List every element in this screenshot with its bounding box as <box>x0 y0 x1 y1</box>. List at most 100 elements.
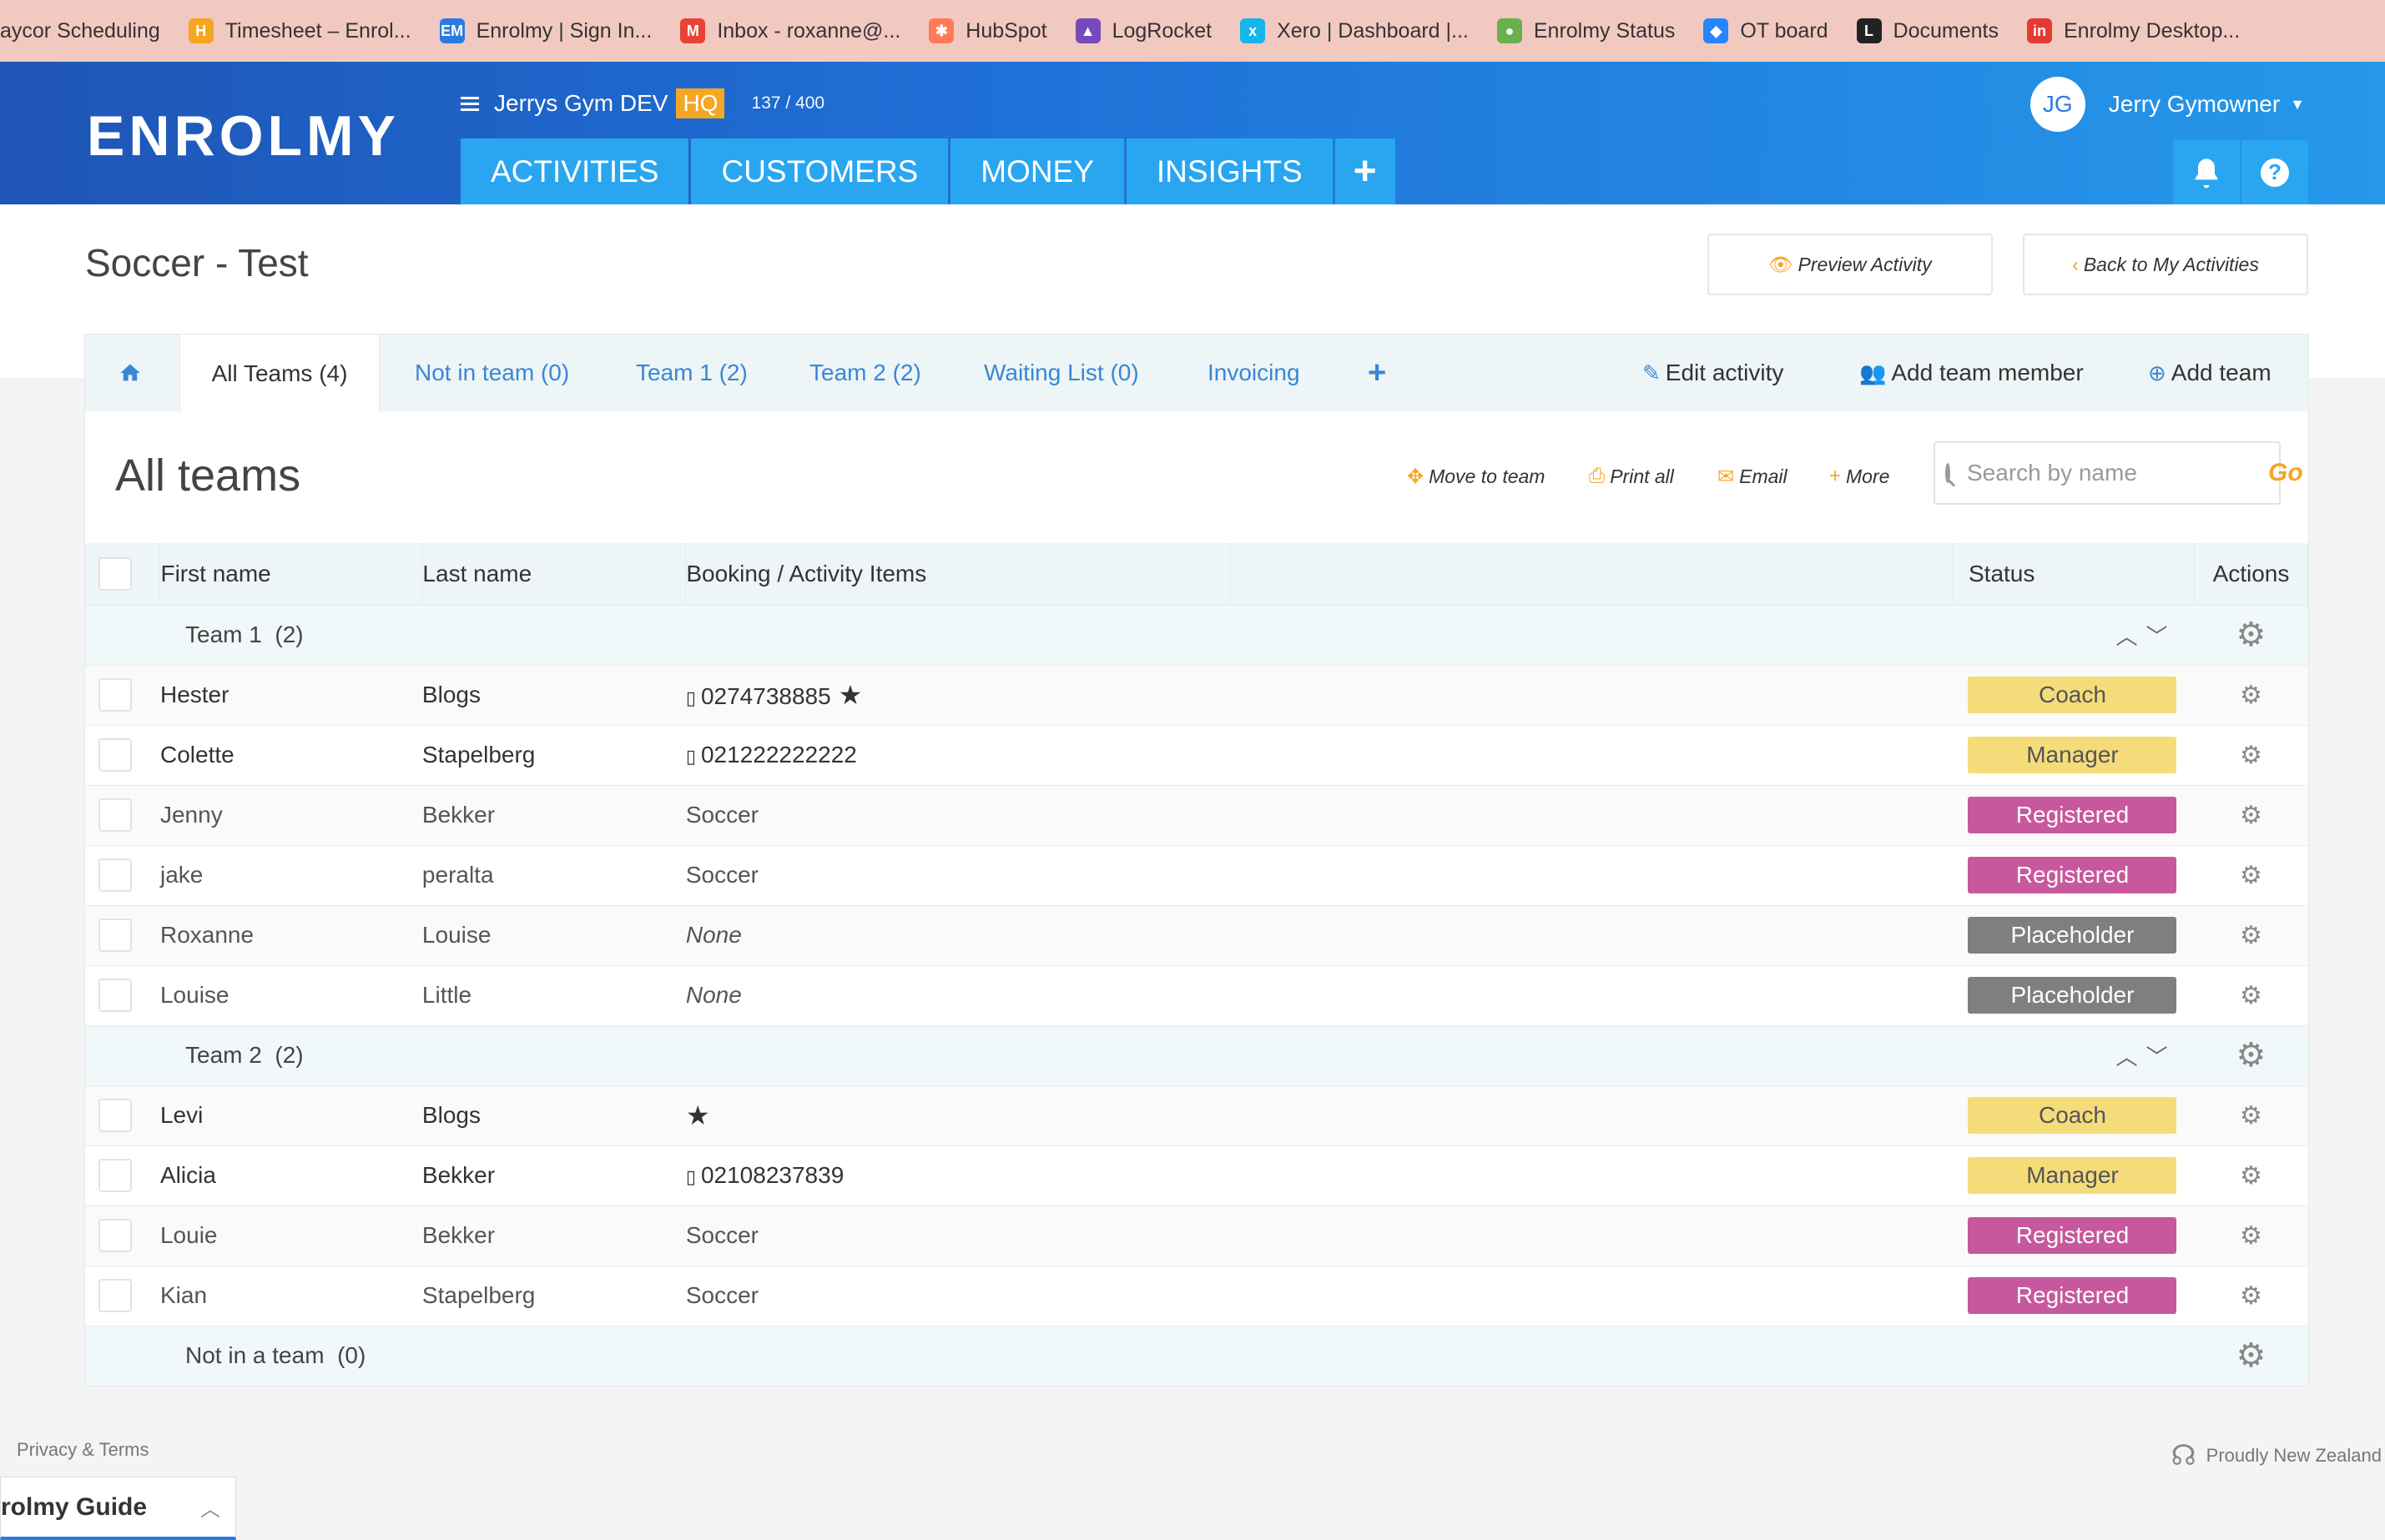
table-row[interactable]: Louise Little None Placeholder ⚙ <box>85 964 2308 1025</box>
back-to-activities-button[interactable]: ‹ Back to My Activities <box>2023 234 2308 295</box>
table-row[interactable]: Alicia Bekker ▯ 02108237839 Manager ⚙ <box>85 1145 2308 1205</box>
select-all-checkbox[interactable] <box>98 556 132 591</box>
team-count: (2) <box>275 622 304 647</box>
header-first-name[interactable]: First name <box>159 543 423 605</box>
move-to-team-button[interactable]: ✥ Move to team <box>1407 465 1545 489</box>
bookmark-item[interactable]: ● Enrolmy Status <box>1496 18 1675 43</box>
row-checkbox[interactable] <box>98 798 132 832</box>
enrolmy-guide-widget[interactable]: rolmy Guide ︿ <box>0 1477 236 1540</box>
first-name[interactable]: Roxanne <box>159 904 422 965</box>
bookmark-item[interactable]: H Timesheet – Enrol... <box>188 18 411 43</box>
user-menu[interactable]: JG Jerry Gymowner ▼ <box>2030 77 2305 132</box>
gear-icon[interactable]: ⚙ <box>2236 617 2267 653</box>
gear-icon[interactable]: ⚙ <box>2240 981 2262 1009</box>
tab-team-1[interactable]: Team 1 (2) <box>636 360 748 385</box>
gear-icon[interactable]: ⚙ <box>2240 741 2262 769</box>
bookmark-item[interactable]: M Inbox - roxanne@... <box>680 18 900 43</box>
bookmark-item[interactable]: in Enrolmy Desktop... <box>2027 18 2240 43</box>
nav-insights[interactable]: INSIGHTS <box>1126 138 1333 204</box>
chevron-down-icon[interactable]: ▼ <box>2290 95 2305 113</box>
first-name[interactable]: Colette <box>159 724 422 785</box>
chevron-up-icon[interactable]: ︿ <box>200 1498 220 1521</box>
email-button[interactable]: ✉ Email <box>1717 465 1787 489</box>
table-row[interactable]: Louie Bekker Soccer Registered ⚙ <box>85 1205 2308 1266</box>
tab-team-2[interactable]: Team 2 (2) <box>809 360 921 385</box>
gear-icon[interactable]: ⚙ <box>2240 801 2262 829</box>
privacy-terms-link[interactable]: Privacy & Terms <box>17 1439 149 1460</box>
table-row[interactable]: Kian Stapelberg Soccer Registered ⚙ <box>85 1265 2308 1326</box>
user-name[interactable]: Jerry Gymowner <box>2108 91 2281 117</box>
gear-icon[interactable]: ⚙ <box>2236 1337 2267 1375</box>
help-button[interactable]: ? <box>2241 140 2308 204</box>
page-title: Soccer - Test <box>85 241 309 284</box>
gear-icon[interactable]: ⚙ <box>2240 1221 2262 1250</box>
sort-arrows-icon[interactable]: ︿﹀ <box>2115 1044 2176 1069</box>
preview-activity-button[interactable]: 👁 Preview Activity <box>1707 234 1993 295</box>
tab-invoicing[interactable]: Invoicing <box>1208 360 1300 385</box>
first-name[interactable]: Alicia <box>159 1145 422 1205</box>
bookmark-item[interactable]: aycor Scheduling <box>0 19 160 43</box>
search-input[interactable] <box>1967 460 2268 486</box>
edit-activity-button[interactable]: ✎ Edit activity <box>1642 335 1783 411</box>
enrolmy-logo[interactable]: ENROLMY <box>87 104 400 168</box>
gear-icon[interactable]: ⚙ <box>2240 861 2262 889</box>
row-checkbox[interactable] <box>98 979 132 1012</box>
first-name[interactable]: Louise <box>159 964 422 1025</box>
nav-customers[interactable]: CUSTOMERS <box>691 138 949 204</box>
gear-icon[interactable]: ⚙ <box>2240 1281 2262 1310</box>
bookmark-item[interactable]: ◆ OT board <box>1703 18 1828 43</box>
gear-icon[interactable]: ⚙ <box>2236 1037 2267 1074</box>
nav-add-button[interactable]: + <box>1334 138 1395 204</box>
row-checkbox[interactable] <box>98 918 132 952</box>
avatar[interactable]: JG <box>2030 77 2085 132</box>
notifications-button[interactable] <box>2173 140 2240 204</box>
go-button[interactable]: Go <box>2268 459 2303 486</box>
header-last-name[interactable]: Last name <box>421 543 687 605</box>
first-name[interactable]: Levi <box>159 1085 422 1145</box>
nav-money[interactable]: MONEY <box>950 138 1124 204</box>
bookmark-item[interactable]: L Documents <box>1856 18 1999 43</box>
org-name[interactable]: Jerrys Gym DEV <box>494 90 668 116</box>
first-name[interactable]: Kian <box>159 1265 422 1326</box>
table-row[interactable]: jake peralta Soccer Registered ⚙ <box>85 844 2308 905</box>
tab-all-teams[interactable]: All Teams (4) <box>179 335 380 412</box>
status-cell: Manager <box>1953 724 2195 785</box>
add-team-member-button[interactable]: 👥 Add team member <box>1859 335 2084 411</box>
row-checkbox[interactable] <box>98 678 132 712</box>
header-status[interactable]: Status <box>1953 543 2195 605</box>
menu-icon[interactable] <box>461 93 479 114</box>
add-team-button[interactable]: ⊕ Add team <box>2148 335 2272 411</box>
table-row[interactable]: Colette Stapelberg ▯ 021222222222 Manager ⚙ <box>85 724 2308 785</box>
table-row[interactable]: Jenny Bekker Soccer Registered ⚙ <box>85 784 2308 845</box>
tab-waiting-list[interactable]: Waiting List (0) <box>984 360 1139 385</box>
table-row[interactable]: Hester Blogs ▯ 0274738885 ★ Coach ⚙ <box>85 664 2308 725</box>
first-name[interactable]: jake <box>159 844 422 905</box>
sort-arrows-icon[interactable]: ︿﹀ <box>2115 623 2176 649</box>
first-name[interactable]: Louie <box>159 1205 422 1266</box>
row-checkbox[interactable] <box>98 738 132 772</box>
row-checkbox[interactable] <box>98 1279 132 1312</box>
home-tab[interactable] <box>118 335 142 411</box>
first-name[interactable]: Jenny <box>159 784 422 845</box>
gear-icon[interactable]: ⚙ <box>2240 1101 2262 1130</box>
more-button[interactable]: + More <box>1829 465 1889 488</box>
row-checkbox[interactable] <box>98 1159 132 1192</box>
nav-activities[interactable]: ACTIVITIES <box>461 138 689 204</box>
bookmark-item[interactable]: ✱ HubSpot <box>929 18 1047 43</box>
bookmark-item[interactable]: EM Enrolmy | Sign In... <box>439 18 652 43</box>
table-row[interactable]: Roxanne Louise None Placeholder ⚙ <box>85 904 2308 965</box>
table-row[interactable]: Levi Blogs ★ Coach ⚙ <box>85 1085 2308 1145</box>
add-tab-icon[interactable]: + <box>1368 355 1387 390</box>
bookmark-item[interactable]: ▲ LogRocket <box>1075 18 1212 43</box>
row-checkbox[interactable] <box>98 1099 132 1132</box>
print-all-button[interactable]: ⎙ Print all <box>1589 465 1674 488</box>
row-checkbox[interactable] <box>98 1219 132 1252</box>
gear-icon[interactable]: ⚙ <box>2240 681 2262 709</box>
gear-icon[interactable]: ⚙ <box>2240 921 2262 949</box>
gear-icon[interactable]: ⚙ <box>2240 1161 2262 1190</box>
tab-not-in-team[interactable]: Not in team (0) <box>415 360 570 385</box>
org-switcher[interactable]: Jerrys Gym DEV HQ 137 / 400 <box>461 88 824 118</box>
row-checkbox[interactable] <box>98 858 132 892</box>
first-name[interactable]: Hester <box>159 664 422 725</box>
bookmark-item[interactable]: x Xero | Dashboard |... <box>1240 18 1469 43</box>
